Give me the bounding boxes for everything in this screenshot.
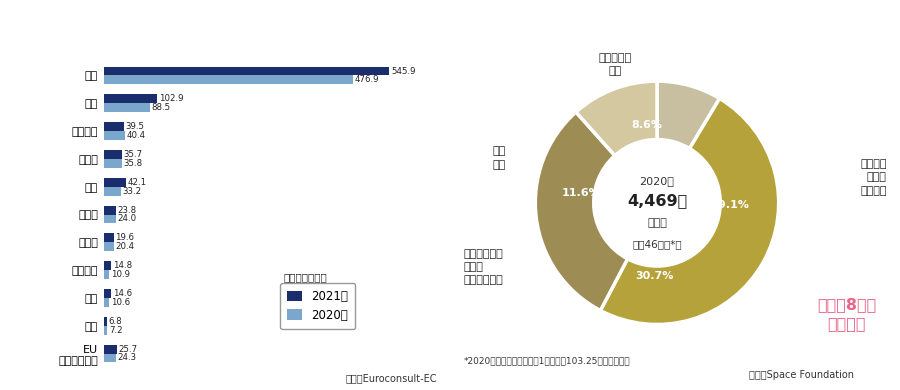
Bar bbox=[104, 206, 116, 214]
Text: 世界の宇宙関連ビジネス内訳（売上ベース）: 世界の宇宙関連ビジネス内訳（売上ベース） bbox=[588, 20, 762, 35]
Bar bbox=[104, 94, 158, 103]
Text: （約46兆円*）: （約46兆円*） bbox=[632, 239, 682, 249]
Text: 11.6%: 11.6% bbox=[562, 188, 601, 198]
Text: 19.6: 19.6 bbox=[115, 233, 134, 242]
Bar bbox=[104, 159, 122, 168]
Text: 単位：億米ドル: 単位：億米ドル bbox=[283, 273, 327, 283]
Bar bbox=[104, 187, 121, 196]
Bar bbox=[104, 289, 111, 298]
Bar bbox=[104, 75, 354, 84]
Text: 476.9: 476.9 bbox=[355, 75, 380, 84]
Text: 35.7: 35.7 bbox=[124, 150, 143, 159]
Text: 30.7%: 30.7% bbox=[635, 271, 674, 281]
Bar bbox=[104, 298, 109, 307]
Bar bbox=[104, 67, 390, 75]
Text: 20.4: 20.4 bbox=[116, 242, 135, 251]
Bar bbox=[104, 122, 124, 131]
Text: 102.9: 102.9 bbox=[159, 94, 184, 103]
Wedge shape bbox=[600, 98, 778, 324]
Legend: 2021年, 2020年: 2021年, 2020年 bbox=[281, 283, 356, 329]
Text: 米国以外の
政府: 米国以外の 政府 bbox=[598, 53, 632, 76]
Text: 主要国・地域の宇宙開発プログラム政府支出: 主要国・地域の宇宙開発プログラム政府支出 bbox=[138, 20, 312, 35]
Text: 42.1: 42.1 bbox=[127, 178, 146, 187]
Text: 出所：Space Foundation: 出所：Space Foundation bbox=[750, 370, 854, 380]
Bar bbox=[104, 317, 107, 326]
Bar bbox=[104, 354, 116, 362]
Text: 25.7: 25.7 bbox=[119, 345, 138, 354]
Bar bbox=[104, 261, 112, 270]
Text: 49.1%: 49.1% bbox=[711, 200, 750, 210]
Text: 33.2: 33.2 bbox=[122, 187, 141, 196]
Text: *2020年末の為替レート（1米ドル＝103.25円）で円換算: *2020年末の為替レート（1米ドル＝103.25円）で円換算 bbox=[464, 356, 630, 365]
Text: 10.9: 10.9 bbox=[111, 270, 130, 279]
Bar bbox=[104, 326, 107, 335]
Bar bbox=[104, 215, 116, 223]
Text: 24.0: 24.0 bbox=[118, 215, 137, 223]
Text: 24.3: 24.3 bbox=[118, 353, 137, 362]
Bar bbox=[104, 150, 122, 159]
Text: 40.4: 40.4 bbox=[126, 131, 146, 140]
Wedge shape bbox=[657, 81, 720, 149]
Bar bbox=[104, 131, 125, 140]
Text: 米ドル: 米ドル bbox=[647, 218, 667, 229]
Text: 商業宇宙
製品・
サービス: 商業宇宙 製品・ サービス bbox=[860, 159, 886, 196]
Bar bbox=[104, 178, 126, 187]
Text: 10.6: 10.6 bbox=[111, 298, 130, 307]
Bar bbox=[104, 242, 114, 251]
Text: 88.5: 88.5 bbox=[151, 103, 171, 112]
Bar bbox=[104, 233, 113, 242]
Bar bbox=[104, 345, 117, 354]
Bar bbox=[104, 103, 150, 112]
Wedge shape bbox=[536, 112, 627, 310]
Text: およそ8割が
商業関連: およそ8割が 商業関連 bbox=[817, 297, 877, 331]
Text: 7.2: 7.2 bbox=[109, 326, 122, 335]
Text: 23.8: 23.8 bbox=[118, 206, 137, 214]
Bar bbox=[104, 270, 109, 279]
Text: 6.8: 6.8 bbox=[109, 317, 122, 326]
Text: 2020年: 2020年 bbox=[640, 176, 674, 186]
Text: 出所：Euroconsult-EC: 出所：Euroconsult-EC bbox=[346, 373, 436, 383]
Text: 39.5: 39.5 bbox=[126, 122, 145, 131]
Text: 14.8: 14.8 bbox=[112, 261, 132, 270]
Text: 8.6%: 8.6% bbox=[632, 120, 662, 130]
Text: 4,469億: 4,469億 bbox=[627, 193, 687, 208]
Text: 545.9: 545.9 bbox=[391, 67, 416, 76]
Text: 商業インフラ
および
サポート産業: 商業インフラ および サポート産業 bbox=[464, 249, 503, 285]
Wedge shape bbox=[576, 81, 657, 156]
Text: 米国
政府: 米国 政府 bbox=[492, 146, 506, 170]
Text: 35.8: 35.8 bbox=[124, 159, 143, 168]
Text: 14.6: 14.6 bbox=[112, 289, 131, 298]
